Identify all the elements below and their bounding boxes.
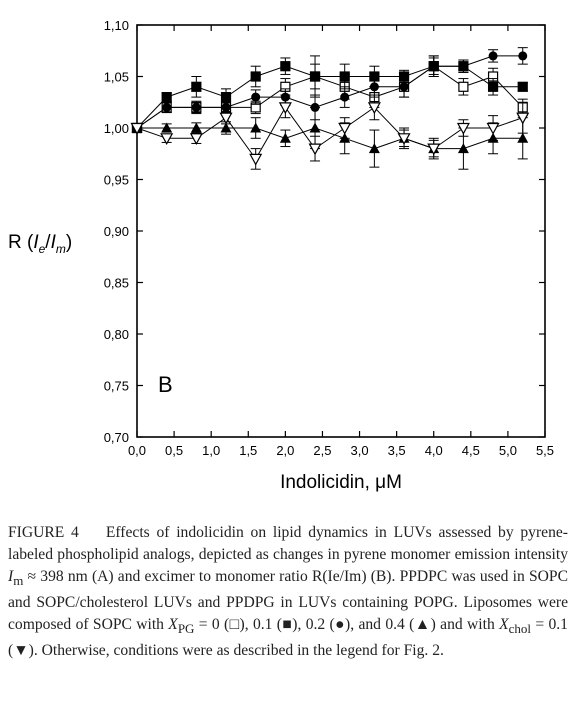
data-point — [427, 143, 441, 156]
caption-text-2: ≈ 398 nm (A) and excimer to monomer rati… — [8, 568, 568, 634]
data-point — [309, 71, 321, 82]
y-tick-label: 1,05 — [104, 70, 129, 85]
y-tick-label: 0,90 — [104, 224, 129, 239]
data-point — [191, 81, 202, 92]
data-point — [340, 92, 350, 102]
data-point — [369, 82, 379, 92]
data-point — [397, 133, 411, 146]
data-point — [308, 143, 322, 156]
data-point — [250, 71, 261, 82]
data-point — [487, 81, 499, 92]
y-tick-label: 0,70 — [104, 430, 129, 445]
x-tick-label: 0,5 — [165, 443, 183, 458]
caption-figure-label: FIGURE 4 — [8, 524, 79, 541]
y-tick-label: 0,80 — [104, 327, 129, 342]
x-tick-label: 3,0 — [351, 443, 369, 458]
data-point — [516, 112, 530, 125]
data-point — [250, 122, 262, 133]
data-point — [458, 61, 468, 71]
caption-xchol-sub: chol — [508, 621, 532, 637]
data-point — [367, 102, 381, 115]
caption-text-3: = 0 (□), 0.1 (■), 0.2 (●), and 0.4 (▲) a… — [194, 616, 500, 634]
data-point — [161, 122, 173, 133]
caption-xpg: X — [168, 616, 178, 634]
data-point — [220, 122, 232, 133]
series-open-triangle-down — [130, 94, 530, 170]
data-point — [517, 81, 528, 92]
y-tick-label: 0,75 — [104, 379, 129, 394]
data-point — [251, 92, 261, 102]
y-tick-label: 1,10 — [104, 18, 129, 33]
series-filled-circle — [132, 47, 528, 133]
x-tick-label: 0,0 — [128, 443, 146, 458]
x-axis-label: Indolicidin, μM — [280, 472, 402, 493]
y-tick-label: 1,00 — [104, 121, 129, 136]
series-line — [136, 55, 523, 129]
data-point — [339, 71, 350, 82]
data-point — [162, 102, 172, 112]
data-point — [130, 122, 144, 135]
x-tick-label: 5,0 — [499, 443, 517, 458]
axis-ticks: 0,0 0,5 1,0 1,5 2,0 2,5 3,0 3,5 4,0 4,5 5,0 5,5 0,70… — [104, 18, 554, 458]
caption-text-4: = 0.1 (▼). Otherwise, conditions were as… — [8, 616, 568, 660]
data-point — [456, 122, 470, 135]
series-filled-square — [131, 55, 528, 134]
x-tick-label: 5,5 — [536, 443, 554, 458]
series-line — [137, 127, 523, 150]
data-point — [189, 133, 203, 146]
data-point — [221, 102, 231, 112]
chart-figure: 0,0 0,5 1,0 1,5 2,0 2,5 3,0 3,5 4,0 4,5 5,0 5,5 0,70… — [8, 18, 554, 493]
data-point — [338, 122, 352, 135]
data-point — [160, 133, 174, 146]
y-axis-label: R (Ie/Im) — [8, 232, 72, 256]
data-point — [309, 122, 321, 133]
data-point — [458, 81, 469, 92]
caption-im-sub: m — [13, 573, 24, 589]
x-tick-label: 4,5 — [462, 443, 480, 458]
data-point — [486, 122, 500, 135]
y-tick-label: 0,95 — [104, 173, 129, 188]
panel-label: B — [158, 372, 173, 397]
data-point — [161, 91, 172, 103]
figure-caption: FIGURE 4 Effects of indolicidin on lipid… — [8, 522, 568, 662]
data-point — [190, 122, 202, 133]
x-tick-label: 2,5 — [313, 443, 331, 458]
data-point — [280, 61, 291, 72]
data-point — [220, 91, 232, 103]
x-tick-label: 1,5 — [239, 443, 257, 458]
y-tick-label: 0,85 — [104, 276, 129, 291]
data-point — [219, 112, 233, 125]
caption-xchol: X — [499, 616, 509, 634]
data-series — [130, 47, 530, 170]
x-tick-label: 3,5 — [388, 443, 406, 458]
data-point — [518, 51, 528, 61]
data-point — [191, 102, 201, 112]
caption-xpg-sub: PG — [177, 621, 195, 637]
caption-im: I — [8, 568, 14, 585]
data-point — [429, 61, 439, 71]
data-point — [488, 51, 498, 61]
data-point — [368, 143, 380, 154]
data-point — [457, 143, 469, 154]
x-tick-label: 4,0 — [425, 443, 443, 458]
x-tick-label: 1,0 — [202, 443, 220, 458]
x-tick-label: 2,0 — [276, 443, 294, 458]
data-point — [249, 153, 263, 166]
data-point — [517, 132, 529, 143]
data-point — [278, 102, 292, 115]
data-point — [399, 82, 409, 92]
caption-text-1: Effects of indolicidin on lipid dynamics… — [8, 524, 569, 563]
data-point — [279, 132, 291, 143]
